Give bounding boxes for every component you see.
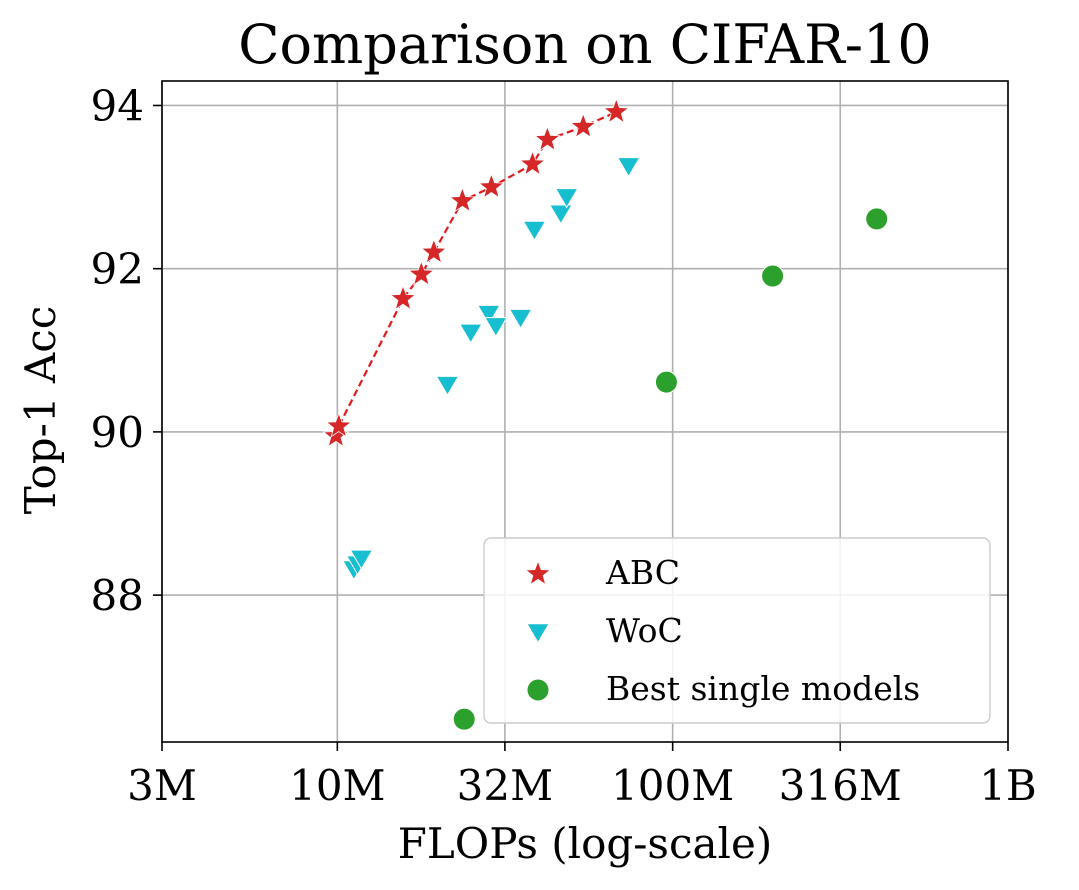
x-tick-label: 10M xyxy=(289,761,385,810)
x-tick-label: 316M xyxy=(779,761,902,810)
woc-point xyxy=(435,375,460,397)
single-model-point xyxy=(761,264,785,288)
abc-point xyxy=(389,284,417,311)
woc-point xyxy=(483,317,508,338)
legend: ABC WoC Best single models xyxy=(483,537,991,724)
y-tick-label: 90 xyxy=(91,408,144,457)
abc-point xyxy=(325,412,353,438)
y-tick-label: 94 xyxy=(91,81,144,130)
y-tick-label: 88 xyxy=(91,571,144,620)
abc-point xyxy=(477,172,505,199)
y-axis-label: Top-1 Acc xyxy=(16,306,65,515)
legend-label: ABC xyxy=(605,553,680,592)
abc-point xyxy=(602,97,630,124)
abc-point xyxy=(407,260,435,286)
abc-frontier-line xyxy=(334,111,617,437)
legend-label: Best single models xyxy=(606,669,920,708)
legend-entry: WoC xyxy=(526,611,683,650)
woc-point xyxy=(548,204,573,225)
legend-box xyxy=(483,537,991,724)
woc-point xyxy=(508,308,533,330)
woc-point xyxy=(522,220,547,241)
single-model-point xyxy=(654,370,678,394)
legend-marker xyxy=(526,623,550,644)
data-markers xyxy=(322,97,889,731)
abc-point xyxy=(569,112,597,139)
series-line-0 xyxy=(334,111,617,437)
abc-point xyxy=(448,186,476,213)
legend-entry: Best single models xyxy=(526,669,920,708)
x-tick-label: 100M xyxy=(611,761,734,810)
single-model-point xyxy=(865,207,889,231)
abc-point xyxy=(519,150,546,176)
woc-point xyxy=(476,304,501,326)
axis-ticks: 3M 10M 32M 100M 316M 1B 88 90 92 94 xyxy=(91,81,1037,810)
legend-marker xyxy=(524,559,552,586)
plot-frame xyxy=(161,80,1009,743)
x-tick-label: 3M xyxy=(127,761,197,810)
legend-label: WoC xyxy=(606,611,683,650)
woc-point xyxy=(616,157,641,178)
x-tick-label: 32M xyxy=(457,761,553,810)
x-axis-label: FLOPs (log-scale) xyxy=(398,819,772,868)
x-tick-label: 1B xyxy=(979,761,1037,810)
woc-point xyxy=(554,188,579,209)
woc-point xyxy=(349,549,374,570)
single-model-point xyxy=(452,707,476,731)
y-tick-label: 92 xyxy=(91,245,144,294)
woc-point xyxy=(458,323,483,344)
legend-entry: ABC xyxy=(524,553,680,592)
chart-title: Comparison on CIFAR-10 xyxy=(238,13,932,76)
legend-marker xyxy=(526,678,550,702)
abc-point xyxy=(420,238,448,264)
abc-point xyxy=(533,125,561,152)
